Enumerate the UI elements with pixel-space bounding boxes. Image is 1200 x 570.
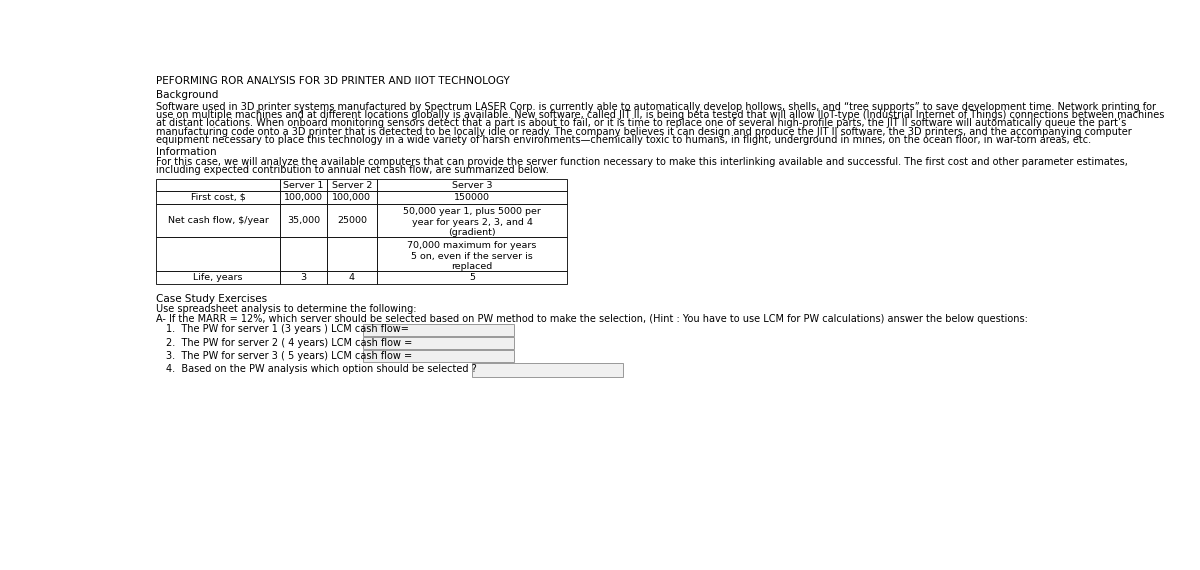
Text: Server 1: Server 1: [283, 181, 324, 190]
Bar: [326, 238, 377, 271]
Text: Background: Background: [156, 90, 218, 100]
Bar: [281, 191, 326, 203]
Text: 25000: 25000: [337, 216, 367, 225]
Text: Case Study Exercises: Case Study Exercises: [156, 294, 268, 304]
Text: Software used in 3D printer systems manufactured by Spectrum LASER Corp. is curr: Software used in 3D printer systems manu…: [156, 102, 1157, 112]
Text: A- If the MARR = 12%, which server should be selected based on PW method to make: A- If the MARR = 12%, which server shoul…: [156, 314, 1028, 324]
Bar: [326, 179, 377, 191]
Bar: [156, 179, 281, 191]
Bar: [281, 238, 326, 271]
Text: 5 on, even if the server is: 5 on, even if the server is: [412, 251, 533, 260]
Bar: [156, 238, 281, 271]
Text: 100,000: 100,000: [332, 193, 371, 202]
Bar: [364, 350, 515, 362]
Text: 150000: 150000: [454, 193, 490, 202]
Text: 3: 3: [300, 273, 306, 282]
Text: 100,000: 100,000: [284, 193, 323, 202]
Text: Server 3: Server 3: [451, 181, 492, 190]
Text: 70,000 maximum for years: 70,000 maximum for years: [407, 241, 536, 250]
Text: 1.  The PW for server 1 (3 years ) LCM cash flow=: 1. The PW for server 1 (3 years ) LCM ca…: [166, 324, 408, 335]
Bar: [281, 179, 326, 191]
Bar: [326, 191, 377, 203]
Text: replaced: replaced: [451, 262, 493, 271]
Bar: [156, 271, 281, 284]
Text: 5: 5: [469, 273, 475, 282]
Text: (gradient): (gradient): [449, 228, 496, 237]
Bar: [377, 203, 566, 238]
Bar: [364, 324, 515, 336]
Text: Net cash flow, $/year: Net cash flow, $/year: [168, 216, 269, 225]
Bar: [472, 363, 623, 377]
Text: 35,000: 35,000: [287, 216, 320, 225]
Text: 50,000 year 1, plus 5000 per: 50,000 year 1, plus 5000 per: [403, 207, 541, 217]
Text: 4.  Based on the PW analysis which option should be selected ?: 4. Based on the PW analysis which option…: [166, 364, 476, 374]
Text: Life, years: Life, years: [193, 273, 242, 282]
Text: manufacturing code onto a 3D printer that is detected to be locally idle or read: manufacturing code onto a 3D printer tha…: [156, 127, 1132, 137]
Text: Information: Information: [156, 146, 217, 157]
Bar: [326, 271, 377, 284]
Bar: [156, 203, 281, 238]
Bar: [364, 337, 515, 349]
Text: including expected contribution to annual net cash flow, are summarized below.: including expected contribution to annua…: [156, 165, 548, 176]
Bar: [326, 203, 377, 238]
Text: use on multiple machines and at different locations globally is available. New s: use on multiple machines and at differen…: [156, 111, 1164, 120]
Text: equipment necessary to place this technology in a wide variety of harsh environm: equipment necessary to place this techno…: [156, 135, 1091, 145]
Text: at distant locations. When onboard monitoring sensors detect that a part is abou: at distant locations. When onboard monit…: [156, 119, 1127, 128]
Bar: [377, 238, 566, 271]
Bar: [281, 271, 326, 284]
Bar: [281, 203, 326, 238]
Text: First cost, $: First cost, $: [191, 193, 246, 202]
Text: For this case, we will analyze the available computers that can provide the serv: For this case, we will analyze the avail…: [156, 157, 1128, 168]
Text: 4: 4: [349, 273, 355, 282]
Text: 2.  The PW for server 2 ( 4 years) LCM cash flow =: 2. The PW for server 2 ( 4 years) LCM ca…: [166, 337, 412, 348]
Text: Server 2: Server 2: [331, 181, 372, 190]
Bar: [377, 191, 566, 203]
Bar: [377, 179, 566, 191]
Bar: [377, 271, 566, 284]
Text: 3.  The PW for server 3 ( 5 years) LCM cash flow =: 3. The PW for server 3 ( 5 years) LCM ca…: [166, 351, 412, 361]
Text: year for years 2, 3, and 4: year for years 2, 3, and 4: [412, 218, 533, 227]
Text: PEFORMING ROR ANALYSIS FOR 3D PRINTER AND IIOT TECHNOLOGY: PEFORMING ROR ANALYSIS FOR 3D PRINTER AN…: [156, 76, 510, 86]
Bar: [156, 191, 281, 203]
Text: Use spreadsheet analysis to determine the following:: Use spreadsheet analysis to determine th…: [156, 304, 416, 315]
